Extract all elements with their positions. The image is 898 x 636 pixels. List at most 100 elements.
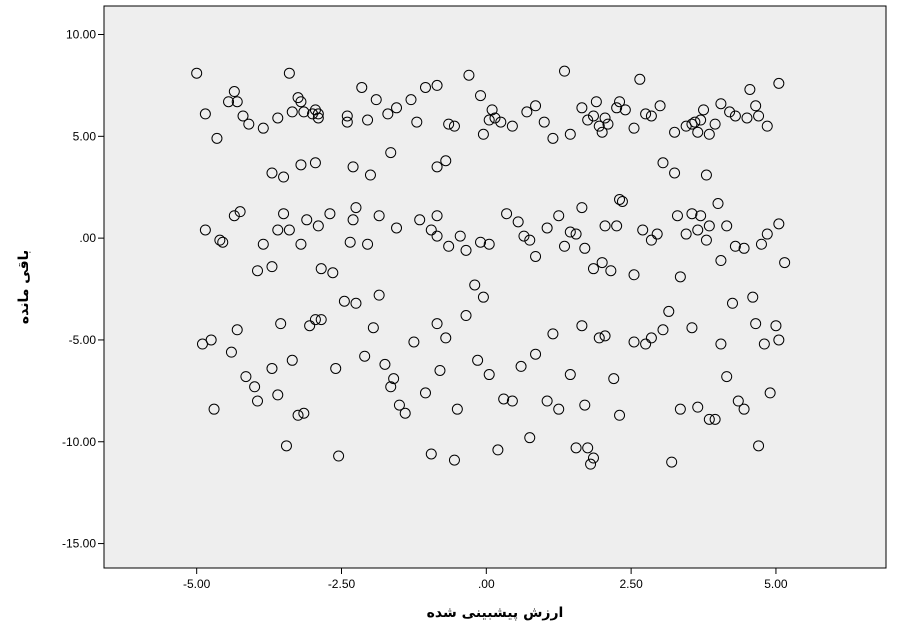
data-point [266,167,278,179]
data-point [367,322,379,334]
data-point [541,222,553,234]
data-point [770,320,782,332]
data-point [709,118,721,130]
data-point [286,354,298,366]
data-point [506,395,518,407]
data-point [596,126,608,138]
data-point [379,358,391,370]
data-point [553,403,565,415]
data-point [301,214,313,226]
data-point [521,106,533,118]
data-point [744,83,756,95]
data-point [721,220,733,232]
data-point [530,348,542,360]
y-tick-label: .00 [79,231,96,245]
data-point [761,228,773,240]
data-point [460,310,472,322]
data-point [225,346,237,358]
x-tick-label: .00 [478,577,495,591]
data-point [231,96,243,108]
data-point [469,279,481,291]
data-point [431,230,443,242]
data-point [779,257,791,269]
data-point [391,102,403,114]
data-point [506,120,518,132]
data-point [257,122,269,134]
data-point [257,238,269,250]
data-point [570,228,582,240]
data-point [295,159,307,171]
data-point [715,98,727,110]
data-point [666,456,678,468]
data-point [680,228,692,240]
x-tick-label: -2.50 [328,577,356,591]
data-point [217,236,229,248]
data-point [393,399,405,411]
data-point [231,324,243,336]
data-point [475,90,487,102]
data-point [582,442,594,454]
data-point [315,314,327,326]
data-point [663,305,675,317]
data-point [587,110,599,122]
data-point [298,407,310,419]
y-tick-label: -5.00 [69,333,97,347]
data-point [700,169,712,181]
data-point [475,236,487,248]
data-point [715,338,727,350]
data-point [477,291,489,303]
data-point [547,132,559,144]
data-point [460,244,472,256]
data-point [327,267,339,279]
data-point [524,432,536,444]
data-point [391,222,403,234]
data-point [240,371,252,383]
data-point [425,448,437,460]
data-point [483,114,495,126]
data-point [605,265,617,277]
data-point [425,224,437,236]
data-point [764,387,776,399]
data-point [411,116,423,128]
data-point [443,240,455,252]
data-point [559,65,571,77]
y-tick-label: 5.00 [73,129,97,143]
data-point [640,338,652,350]
data-point [657,157,669,169]
data-point [359,350,371,362]
data-point [451,403,463,415]
data-point [448,454,460,466]
data-point [599,220,611,232]
data-point [590,96,602,108]
data-point [602,118,614,130]
data-point [283,67,295,79]
data-point [753,440,765,452]
data-point [309,314,321,326]
data-point [541,395,553,407]
x-tick-label: 2.50 [619,577,643,591]
data-point [370,94,382,106]
y-tick-label: -15.00 [62,537,96,551]
data-point [593,120,605,132]
data-point [463,69,475,81]
data-point [362,238,374,250]
data-point [547,328,559,340]
data-point [721,371,733,383]
data-point [312,108,324,120]
data-point [272,389,284,401]
data-point [654,100,666,112]
data-point [553,210,565,222]
data-point [611,220,623,232]
y-axis-title: باقی مانده [16,250,32,324]
data-point [732,395,744,407]
data-point [373,210,385,222]
data-point [703,128,715,140]
data-point [530,100,542,112]
data-point [669,126,681,138]
data-point [283,224,295,236]
data-point [750,318,762,330]
data-point [266,261,278,273]
data-point [309,157,321,169]
data-point [214,234,226,246]
x-axis-title: ارزش پیشبینی شده [427,605,564,621]
